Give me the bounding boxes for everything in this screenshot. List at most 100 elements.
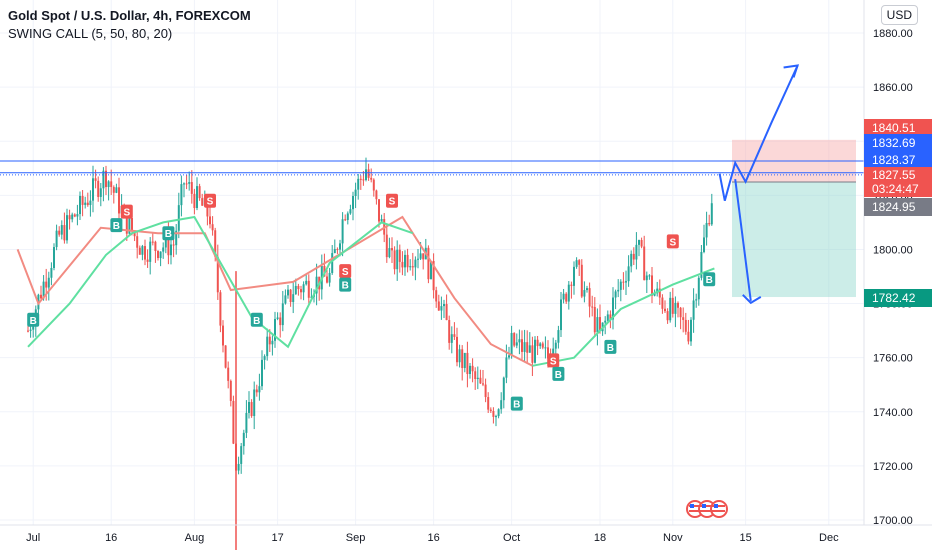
buy-signal-label: B xyxy=(607,343,614,354)
candle-body xyxy=(690,319,692,342)
candle-body xyxy=(214,230,217,257)
y-tick-label: 1860.00 xyxy=(873,82,913,94)
candle-body xyxy=(227,367,230,381)
candle-body xyxy=(510,333,513,356)
price-tag: 1824.95 xyxy=(864,198,932,216)
candle-body xyxy=(372,179,375,191)
candle-body xyxy=(94,178,97,181)
candle-body xyxy=(183,183,185,185)
candle-body xyxy=(703,237,705,252)
buy-signal-label: B xyxy=(342,281,349,292)
sell-signal xyxy=(339,264,352,279)
candle-body xyxy=(370,177,373,180)
candle-body xyxy=(565,293,568,302)
event-flags-icon[interactable] xyxy=(686,500,730,518)
candle-body xyxy=(518,339,521,343)
x-tick-label: 16 xyxy=(105,532,117,544)
candle-body xyxy=(346,213,349,220)
candle-body xyxy=(237,463,240,471)
candle-body xyxy=(47,277,50,288)
sell-signal-label: S xyxy=(550,356,557,367)
candle-body xyxy=(107,181,110,188)
candle-body xyxy=(609,314,612,320)
candle-body xyxy=(344,219,347,221)
candle-body xyxy=(567,284,570,302)
candle-body xyxy=(146,259,149,262)
y-tick-label: 1700.00 xyxy=(873,515,913,527)
candle-body xyxy=(229,380,232,401)
candle-body xyxy=(422,253,425,260)
candle-body xyxy=(266,336,269,357)
candle-body xyxy=(170,244,172,256)
candle-body xyxy=(593,306,596,333)
candle-body xyxy=(648,275,651,277)
candle-body xyxy=(378,199,380,222)
candle-body xyxy=(29,329,32,331)
candle-body xyxy=(253,389,256,417)
candle-body xyxy=(42,281,45,299)
candle-body xyxy=(617,289,620,292)
candle-body xyxy=(404,254,406,268)
candle-body xyxy=(666,311,669,321)
candle-body xyxy=(175,230,178,246)
candle-body xyxy=(458,349,461,363)
candle-body xyxy=(136,236,139,248)
candle-body xyxy=(86,202,89,206)
candle-body xyxy=(185,183,188,185)
candle-body xyxy=(84,202,87,205)
candle-body xyxy=(606,314,609,321)
candle-body xyxy=(157,250,159,259)
candle-body xyxy=(604,320,607,323)
candle-body xyxy=(638,240,640,245)
price-tag: 1827.55 03:24:47 xyxy=(864,167,932,197)
candle-body xyxy=(357,178,360,190)
projection-arrow-down xyxy=(734,178,752,302)
buy-signal-label: B xyxy=(113,221,120,232)
sell-signal xyxy=(204,193,216,208)
candle-body xyxy=(271,340,274,345)
candle-body xyxy=(560,299,562,331)
candle-body xyxy=(149,241,152,262)
candle-body xyxy=(222,325,224,346)
candle-body xyxy=(79,195,81,215)
price-tag-value: 1782.42 xyxy=(872,291,916,305)
candle-body xyxy=(250,402,253,417)
candle-body xyxy=(287,289,289,296)
candle-body xyxy=(487,397,490,410)
candle-body xyxy=(216,256,219,293)
y-tick-label: 1880.00 xyxy=(873,28,913,40)
swing-line-red xyxy=(16,215,533,367)
candle-body xyxy=(115,187,118,193)
candle-body xyxy=(268,336,271,345)
buy-signal-label: B xyxy=(30,316,37,327)
candle-body xyxy=(453,334,456,337)
candle-body xyxy=(110,181,113,188)
sell-signal-label: S xyxy=(207,197,214,208)
candle-body xyxy=(417,258,419,260)
currency-button[interactable]: USD xyxy=(880,5,918,25)
candle-body xyxy=(307,280,310,298)
candle-body xyxy=(141,246,144,255)
candle-body xyxy=(289,289,292,303)
candle-body xyxy=(640,240,643,247)
candle-body xyxy=(531,345,534,363)
candle-body xyxy=(687,331,690,342)
arrow-head xyxy=(742,294,762,305)
sell-signal-label: S xyxy=(389,197,396,208)
candle-body xyxy=(58,230,61,235)
candle-body xyxy=(443,304,445,307)
candle-body xyxy=(396,249,399,270)
x-tick-label: 18 xyxy=(594,532,606,544)
candle-body xyxy=(352,196,354,210)
swing-line-green xyxy=(27,215,414,349)
candle-body xyxy=(411,266,414,268)
candle-body xyxy=(489,409,492,411)
candle-body xyxy=(276,317,279,319)
candle-body xyxy=(331,253,334,273)
candle-body xyxy=(544,347,547,349)
candle-body xyxy=(409,266,412,268)
candle-body xyxy=(474,371,477,380)
x-tick-label: 16 xyxy=(427,532,439,544)
candle-body xyxy=(502,377,505,401)
